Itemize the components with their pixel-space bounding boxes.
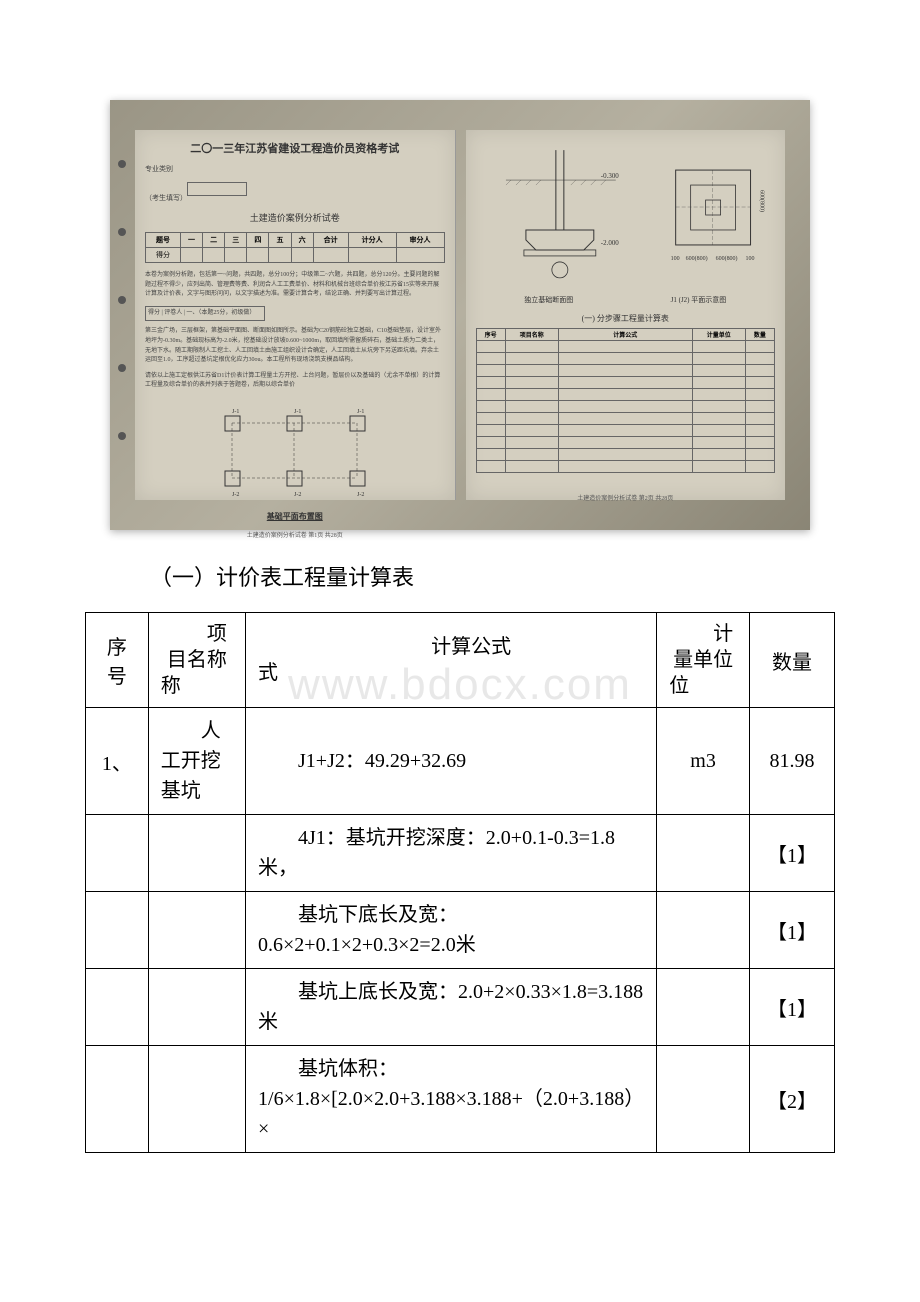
svg-text:600(800): 600(800) — [685, 255, 707, 262]
cell-seq: 1、 — [86, 708, 149, 815]
svg-text:J-1: J-1 — [232, 409, 239, 415]
svg-text:100: 100 — [745, 256, 754, 262]
header-unit: 计量单位 位 — [657, 613, 750, 708]
cell-unit: m3 — [657, 708, 750, 815]
exam-photo: 二〇一三年江苏省建设工程造价员资格考试 专业类别 （考生填写） 土建造价案例分析… — [110, 100, 810, 530]
cell-name — [148, 969, 245, 1046]
svg-text:J-1: J-1 — [357, 409, 364, 415]
score-table: 题号 一 二 三 四 五 六 合计 计分人 审分人 得分 — [145, 232, 445, 263]
exam-description-1: 本卷为案例分析题，包括第一~问题，共四题，总分100分；中级第二~六题，共四题，… — [145, 271, 445, 300]
exam-page-left: 二〇一三年江苏省建设工程造价员资格考试 专业类别 （考生填写） 土建造价案例分析… — [135, 130, 456, 500]
cell-formula: 基坑上底长及宽：2.0+2×0.33×1.8=3.188米 — [246, 969, 657, 1046]
calc-table-title: (一) 分步骤工程量计算表 — [476, 313, 776, 324]
question-header: 得分 | 评卷人 | 一、（本题25分，初级做） — [145, 306, 265, 322]
table-row: 1、 人工开挖基坑 J1+J2：49.29+32.69 m3 81.98 — [86, 708, 835, 815]
cell-qty: 81.98 — [749, 708, 834, 815]
page1-footer: 土建造价案例分析试卷 第1页 共28页 — [145, 530, 445, 539]
table-row: 4J1：基坑开挖深度：2.0+0.1-0.3=1.8米， 【1】 — [86, 815, 835, 892]
svg-text:J-1: J-1 — [294, 409, 301, 415]
exam-description-3: 请依以上施工定根供江苏省D1计价表计算工程量土方开挖、上台问题，暂层价以及基础的… — [145, 372, 445, 391]
svg-text:-0.300: -0.300 — [600, 172, 619, 180]
page2-footer: 土建造价案例分析试卷 第2页 共28页 — [476, 493, 776, 502]
svg-text:-2.000: -2.000 — [600, 239, 619, 247]
svg-text:J-2: J-2 — [294, 492, 301, 498]
drawing-labels: 独立基础断面图 J1 (J2) 平面示意图 — [476, 295, 776, 305]
svg-text:600(800): 600(800) — [715, 255, 737, 262]
header-seq: 序号 — [86, 613, 149, 708]
cell-seq — [86, 969, 149, 1046]
cell-seq — [86, 892, 149, 969]
exam-subtitle: 土建造价案例分析试卷 — [145, 211, 445, 224]
cell-name: 人工开挖基坑 — [148, 708, 245, 815]
table-header-row: 序号 项目名称 称 计算公式 式 计量单位 位 数量 — [86, 613, 835, 708]
cell-unit — [657, 969, 750, 1046]
table-row: 基坑下底长及宽：0.6×2+0.1×2+0.3×2=2.0米 【1】 — [86, 892, 835, 969]
cell-name — [148, 892, 245, 969]
cell-formula: J1+J2：49.29+32.69 — [246, 708, 657, 815]
cell-unit — [657, 1046, 750, 1153]
table-row: 基坑体积：1/6×1.8×[2.0×2.0+3.188×3.188+（2.0+3… — [86, 1046, 835, 1153]
svg-text:J-2: J-2 — [357, 492, 364, 498]
cell-formula: 基坑下底长及宽：0.6×2+0.1×2+0.3×2=2.0米 — [246, 892, 657, 969]
header-name: 项目名称 称 — [148, 613, 245, 708]
cell-unit — [657, 815, 750, 892]
main-calculation-table: 序号 项目名称 称 计算公式 式 计量单位 位 数量 1、 人工开挖基坑 J1+… — [85, 612, 835, 1153]
cell-name — [148, 1046, 245, 1153]
svg-text:100: 100 — [670, 256, 679, 262]
cell-unit — [657, 892, 750, 969]
cell-formula: 4J1：基坑开挖深度：2.0+0.1-0.3=1.8米， — [246, 815, 657, 892]
cell-seq — [86, 1046, 149, 1153]
exam-page-right: -2.000 -0.300 100 600(800) 600(800) 100 … — [466, 130, 786, 500]
svg-text:600(800): 600(800) — [758, 190, 765, 212]
foundation-plan-label: 基础平面布置图 — [145, 511, 445, 522]
header-formula: 计算公式 式 — [246, 613, 657, 708]
cell-seq — [86, 815, 149, 892]
foundation-plan-diagram: J-1 J-1 J-1 J-2 J-2 J-2 — [205, 401, 385, 501]
svg-text:J-2: J-2 — [232, 492, 239, 498]
exam-title: 二〇一三年江苏省建设工程造价员资格考试 — [145, 140, 445, 156]
exam-description-2: 第三金广场，三层框架，第基础平面图、断面图如图所示。基础为C20钢筋砼独立基础，… — [145, 327, 445, 365]
calc-table-small: 序号 项目名称 计算公式 计量单位 数量 — [476, 328, 776, 473]
cell-qty: 【1】 — [749, 815, 834, 892]
binding-holes — [118, 160, 126, 440]
table-row: 基坑上底长及宽：2.0+2×0.33×1.8=3.188米 【1】 — [86, 969, 835, 1046]
section-title: （一）计价表工程量计算表 — [0, 560, 920, 592]
cell-qty: 【1】 — [749, 969, 834, 1046]
cell-name — [148, 815, 245, 892]
header-qty: 数量 — [749, 613, 834, 708]
section-drawing: -2.000 -0.300 100 600(800) 600(800) 100 … — [476, 140, 776, 290]
cell-qty: 【1】 — [749, 892, 834, 969]
cell-qty: 【2】 — [749, 1046, 834, 1153]
cell-formula: 基坑体积：1/6×1.8×[2.0×2.0+3.188×3.188+（2.0+3… — [246, 1046, 657, 1153]
